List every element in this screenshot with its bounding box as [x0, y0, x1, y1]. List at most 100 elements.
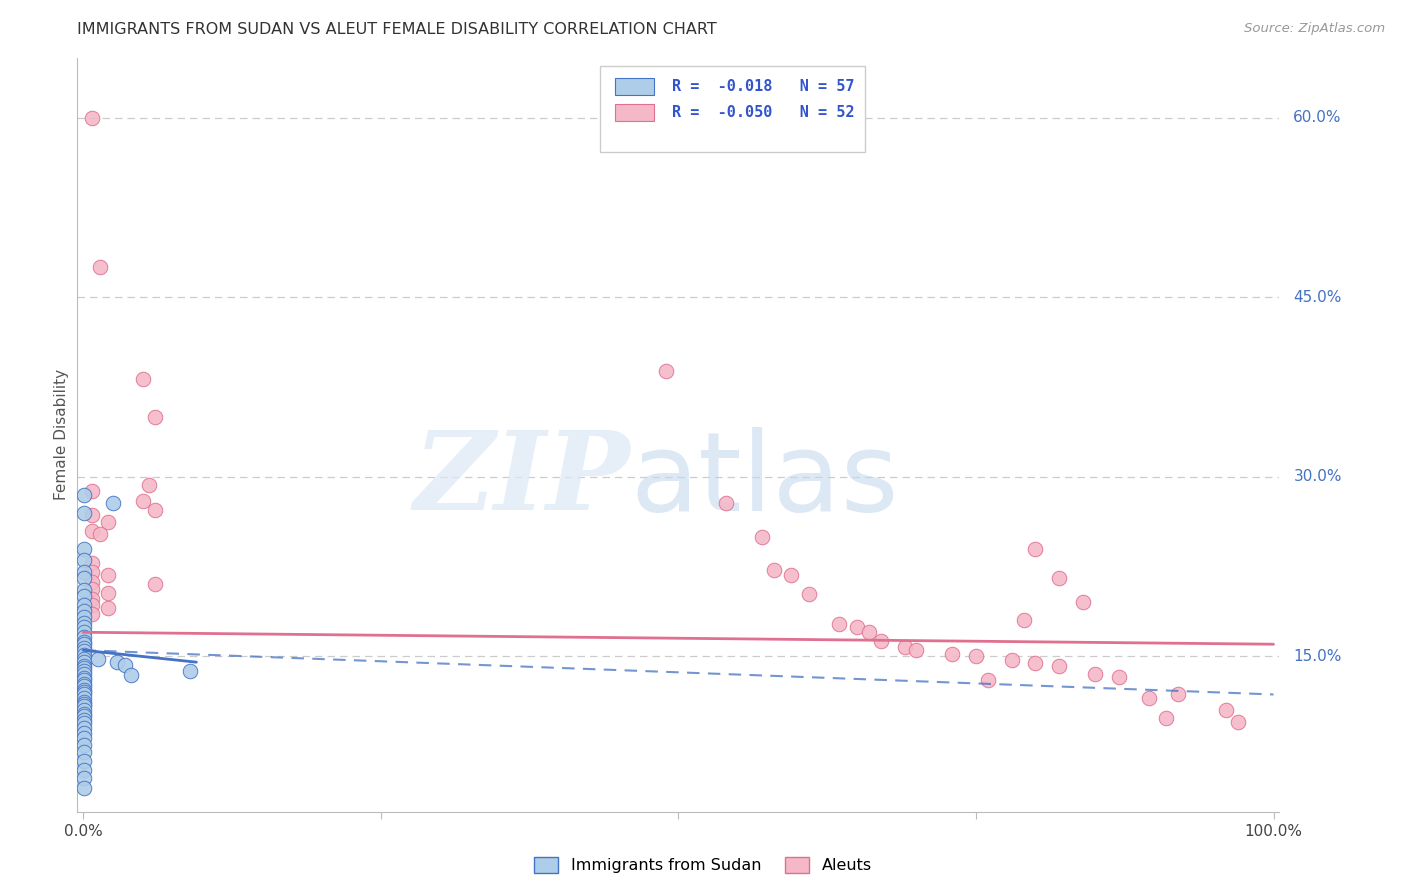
Point — [73, 745, 96, 759]
Point — [1137, 691, 1160, 706]
Point — [80, 508, 103, 522]
Point — [143, 503, 166, 517]
Point — [73, 679, 96, 693]
Point — [1156, 711, 1178, 725]
Point — [73, 738, 96, 752]
Point — [73, 763, 96, 777]
Point — [80, 598, 103, 612]
Point — [73, 620, 96, 634]
Point — [73, 566, 96, 580]
Point — [179, 664, 201, 678]
Point — [780, 567, 803, 582]
Point — [73, 598, 96, 612]
Point — [73, 583, 96, 598]
Point — [73, 755, 96, 769]
Point — [73, 506, 96, 520]
Point — [89, 527, 111, 541]
Point — [73, 637, 96, 651]
Text: R =  -0.050   N = 52: R = -0.050 N = 52 — [672, 104, 855, 120]
Bar — [614, 78, 654, 95]
Point — [1071, 595, 1094, 609]
Point — [89, 260, 111, 275]
Point — [138, 478, 160, 492]
Text: IMMIGRANTS FROM SUDAN VS ALEUT FEMALE DISABILITY CORRELATION CHART: IMMIGRANTS FROM SUDAN VS ALEUT FEMALE DI… — [77, 22, 717, 37]
Point — [73, 721, 96, 735]
Text: 60.0%: 60.0% — [1294, 111, 1341, 125]
Point — [97, 586, 120, 600]
Point — [1024, 541, 1046, 556]
Text: Source: ZipAtlas.com: Source: ZipAtlas.com — [1244, 22, 1385, 36]
Point — [73, 644, 96, 658]
Point — [1001, 653, 1024, 667]
Point — [73, 488, 96, 502]
Point — [762, 563, 785, 577]
Point — [143, 577, 166, 591]
Point — [73, 725, 96, 739]
Point — [655, 364, 678, 378]
Point — [80, 574, 103, 589]
Point — [73, 571, 96, 585]
Point — [97, 567, 120, 582]
Point — [977, 673, 1000, 687]
Point — [80, 556, 103, 570]
Point — [73, 604, 96, 618]
Point — [73, 695, 96, 709]
Point — [132, 371, 155, 385]
Point — [73, 541, 96, 556]
Point — [73, 630, 96, 644]
Text: R =  -0.018   N = 57: R = -0.018 N = 57 — [672, 79, 855, 95]
Bar — [600, 65, 865, 153]
Point — [73, 713, 96, 727]
Text: 30.0%: 30.0% — [1294, 469, 1341, 484]
Point — [1047, 658, 1070, 673]
Point — [1167, 688, 1189, 702]
Point — [120, 668, 142, 682]
Point — [73, 697, 96, 711]
Point — [73, 661, 96, 675]
Point — [80, 524, 103, 538]
Point — [869, 633, 891, 648]
Point — [73, 716, 96, 731]
Point — [97, 601, 120, 615]
Point — [73, 731, 96, 745]
Point — [905, 643, 928, 657]
Bar — [614, 104, 654, 120]
Point — [1084, 667, 1107, 681]
Point — [73, 671, 96, 685]
Point — [114, 657, 136, 672]
Point — [893, 640, 915, 654]
Point — [80, 111, 103, 125]
Point — [73, 673, 96, 687]
Point — [73, 655, 96, 669]
Point — [73, 651, 96, 665]
Point — [73, 691, 96, 706]
Point — [751, 530, 773, 544]
Point — [1012, 613, 1035, 627]
Point — [80, 591, 103, 606]
Point — [80, 582, 103, 597]
Point — [1047, 571, 1070, 585]
Point — [714, 496, 737, 510]
Point — [105, 655, 128, 669]
Point — [858, 625, 880, 640]
Point — [80, 484, 103, 499]
Text: 45.0%: 45.0% — [1294, 290, 1341, 305]
Text: 15.0%: 15.0% — [1294, 648, 1341, 664]
Point — [73, 682, 96, 697]
Point — [73, 706, 96, 721]
Text: atlas: atlas — [630, 426, 898, 533]
Point — [73, 625, 96, 640]
Point — [73, 780, 96, 795]
Point — [73, 615, 96, 630]
Point — [97, 515, 120, 529]
Point — [1108, 669, 1130, 683]
Point — [941, 647, 963, 661]
Point — [73, 590, 96, 604]
Point — [828, 616, 851, 631]
Point — [73, 553, 96, 567]
Point — [80, 607, 103, 622]
Point — [73, 685, 96, 699]
Y-axis label: Female Disability: Female Disability — [53, 369, 69, 500]
Point — [73, 640, 96, 655]
Point — [73, 635, 96, 649]
